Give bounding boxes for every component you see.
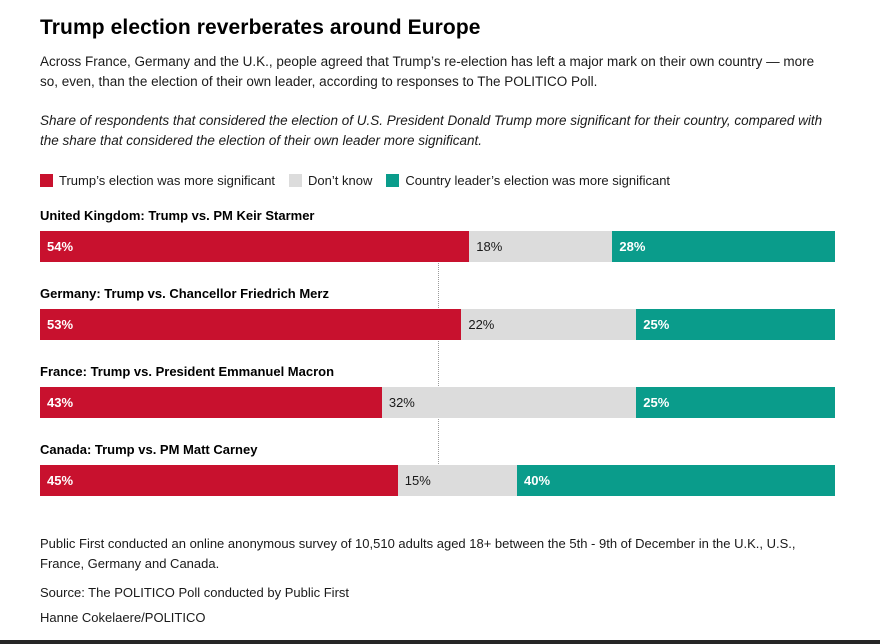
- bar-segment: 22%: [461, 309, 637, 340]
- footer-source: Source: The POLITICO Poll conducted by P…: [40, 585, 350, 601]
- bar-segment: 18%: [469, 231, 613, 262]
- bar-segment: 28%: [612, 231, 835, 262]
- bar-group: Canada: Trump vs. PM Matt Carney 45% 15% 40…: [40, 442, 835, 496]
- bar-value-label: 22%: [468, 317, 495, 332]
- legend-swatch: [40, 174, 53, 187]
- footer-credit: Hanne Cokelaere/POLITICO: [40, 610, 206, 626]
- legend-swatch: [386, 174, 400, 187]
- footer: Public First conducted an online anonymo…: [40, 534, 835, 629]
- bar-group: Germany: Trump vs. Chancellor Friedrich …: [40, 286, 835, 340]
- bar-value-label: 40%: [524, 473, 551, 488]
- page-title: Trump election reverberates around Europ…: [40, 16, 481, 39]
- bar-group-label: Canada: Trump vs. PM Matt Carney: [40, 442, 258, 457]
- bar-segment: 54%: [40, 231, 470, 262]
- stacked-bar: 53% 22% 25%: [40, 309, 835, 340]
- bar-segment: 15%: [397, 465, 517, 496]
- bar-value-label: 15%: [404, 473, 431, 488]
- bar-group: United Kingdom: Trump vs. PM Keir Starme…: [40, 208, 835, 262]
- chart: United Kingdom: Trump vs. PM Keir Starme…: [40, 208, 835, 496]
- bar-value-label: 54%: [47, 239, 74, 254]
- chart-description: Across France, Germany and the U.K., peo…: [40, 54, 815, 90]
- bar-segment: 25%: [636, 309, 835, 340]
- bar-group-label: Germany: Trump vs. Chancellor Friedrich …: [40, 286, 329, 301]
- bottom-edge: [0, 640, 880, 644]
- reference-line-50: [437, 238, 439, 496]
- legend-swatch: [289, 174, 303, 187]
- bar-value-label: 18%: [476, 239, 503, 254]
- bar-value-label: 28%: [619, 239, 646, 254]
- chart-note: Share of respondents that considered the…: [40, 112, 823, 148]
- bar-value-label: 25%: [643, 317, 670, 332]
- stacked-bar: 45% 15% 40%: [40, 465, 835, 496]
- bar-value-label: 43%: [47, 395, 74, 410]
- footer-methodology: Public First conducted an online anonymo…: [40, 536, 796, 572]
- legend: Trump’s election was more significant Don…: [40, 173, 835, 188]
- bar-value-label: 45%: [47, 473, 74, 488]
- legend-item: Country leader’s election was more signi…: [386, 173, 670, 188]
- bar-group-label: France: Trump vs. President Emmanuel Mac…: [40, 364, 335, 379]
- bar-value-label: 53%: [47, 317, 74, 332]
- bar-segment: 53%: [40, 309, 462, 340]
- bar-value-label: 32%: [388, 395, 415, 410]
- legend-label: Don’t know: [308, 173, 373, 188]
- bar-value-label: 25%: [643, 395, 670, 410]
- legend-item: Trump’s election was more significant: [40, 173, 275, 188]
- stacked-bar: 43% 32% 25%: [40, 387, 835, 418]
- legend-label: Country leader’s election was more signi…: [405, 173, 671, 188]
- legend-item: Don’t know: [289, 173, 372, 188]
- stacked-bar: 54% 18% 28%: [40, 231, 835, 262]
- bar-segment: 40%: [517, 465, 835, 496]
- bar-segment: 25%: [636, 387, 835, 418]
- bar-segment: 45%: [40, 465, 398, 496]
- bar-segment: 43%: [40, 387, 382, 418]
- page: Trump election reverberates around Europ…: [40, 16, 835, 629]
- legend-label: Trump’s election was more significant: [59, 173, 276, 188]
- bar-group: France: Trump vs. President Emmanuel Mac…: [40, 364, 835, 418]
- bar-group-label: United Kingdom: Trump vs. PM Keir Starme…: [40, 208, 315, 223]
- bar-segment: 32%: [381, 387, 637, 418]
